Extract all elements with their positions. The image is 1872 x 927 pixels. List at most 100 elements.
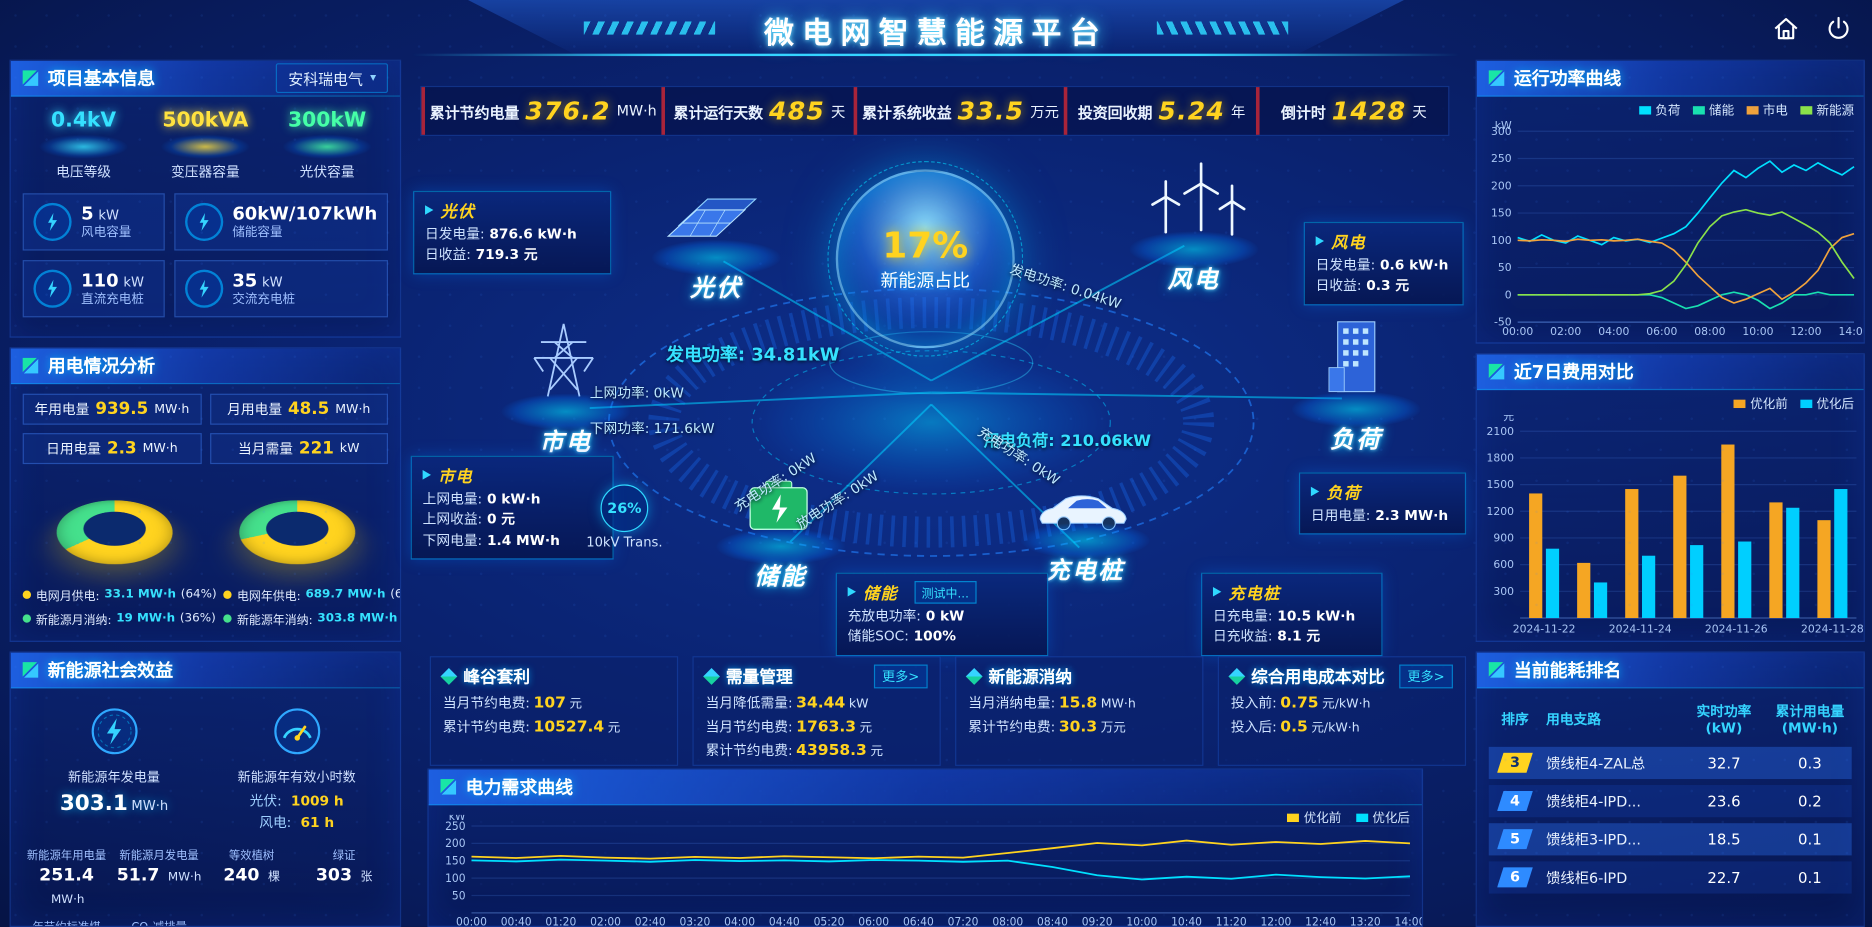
panel-header: 用电情况分析 [10,348,400,385]
table-row[interactable]: 5 馈线柜3-IPD... 18.5 0.1 [1488,822,1852,856]
svg-text:150: 150 [445,854,465,867]
row-key: 投入后: [1230,718,1277,736]
node-charger: 充电桩 [1014,484,1157,585]
row-value: 8.1 元 [1277,627,1321,645]
svg-text:kW: kW [449,815,466,823]
kpi-item: 倒计时 1428 天 [1255,87,1448,135]
kpi-item: 投资回收期 5.24 年 [1063,87,1256,135]
total-energy: 0.1 [1798,868,1822,887]
card-row: 投入后: 0.5 元/kW·h [1231,716,1453,740]
capacity-podiums: 0.4kV 电压等级 500kVA 变压器容量 300kW 光伏容量 [23,106,388,181]
kpi-label: 累计节约电量 [429,103,520,122]
panel-header: 当前能耗排名 [1476,652,1864,689]
row-value: 10527.4 [533,718,605,737]
legend-item[interactable]: 优化前 [1286,809,1341,827]
year-energy-donut-chart [228,500,365,565]
hours-value: 61 h [300,813,335,831]
capacity-card: 110 kW 直流充电桩 [22,260,165,318]
table-row[interactable]: 3 馈线柜4-ZAL总 32.7 0.3 [1488,746,1852,779]
row-key: 下网电量: [422,531,483,549]
svg-text:00:40: 00:40 [501,915,532,927]
svg-text:08:00: 08:00 [992,915,1023,927]
usage-stat-boxes: 年用电量 939.5 MW·h 月用电量 48.5 MW·h 日用电量 2.3 … [22,393,389,465]
legend-value: 19 MW·h [116,612,176,626]
kpi-unit: 天 [1412,103,1427,120]
panel-title: 运行功率曲线 [1513,68,1622,90]
svg-text:10:40: 10:40 [1171,915,1202,927]
legend-item[interactable]: 储能 [1692,101,1734,119]
more-button[interactable]: 更多> [1398,664,1453,689]
stat-unit: MW·h [131,798,169,814]
diamond-icon [440,668,458,685]
row-key: 投入前: [1230,694,1277,712]
row-value: 0.6 kW·h [1379,256,1449,274]
legend-item[interactable]: 市电 [1746,101,1788,119]
legend-item[interactable]: 优化后 [1355,809,1410,827]
card-row: 日用电量: 2.3 MW·h [1311,506,1454,527]
svg-text:250: 250 [445,819,465,832]
svg-text:04:00: 04:00 [724,915,755,927]
legend-item[interactable]: 优化前 [1733,395,1788,413]
lightning-circle-icon [88,705,141,762]
stat-value: 251.4 [39,866,94,886]
rank-badge: 3 [1497,752,1533,773]
svg-text:2024-11-26: 2024-11-26 [1705,622,1768,635]
table-row[interactable]: 6 馈线柜6-IPD 22.7 0.1 [1488,861,1852,894]
building-icon [1318,313,1394,406]
legend-item[interactable]: 优化后 [1799,395,1854,413]
glow-disc-icon [282,134,372,159]
page-title: 微电网智慧能源平台 [764,15,1108,51]
device-icon [33,269,72,308]
more-button[interactable]: 更多> [873,664,928,689]
legend-dot-icon [22,590,32,599]
chevron-down-icon: ▾ [370,71,377,85]
card-title: 峰谷套利 [463,668,531,688]
capacity-label: 交流充电桩 [232,291,296,307]
branch-name: 馈线柜3-IPD... [1546,831,1641,848]
panel-header: 运行功率曲线 [1476,60,1864,97]
capacity-card: 35 kW 交流充电桩 [173,260,389,318]
row-key: 上网电量: [422,490,483,508]
legend-label: 新能源月消纳: [35,614,112,628]
stat-label: 年节约标准煤 [23,917,111,926]
power-icon[interactable] [1822,12,1855,45]
hours-key: 光伏: [249,792,282,809]
row-value: 100% [913,627,957,645]
month-energy-donut-chart [46,500,182,565]
legend-item: 电网月供电: 33.1 MW·h (64%) [22,586,217,604]
kpi-label: 累计运行天数 [673,103,764,122]
svg-text:03:20: 03:20 [680,915,711,927]
table-row[interactable]: 4 馈线柜4-IPD... 23.6 0.2 [1488,784,1852,817]
flow-pv-power: 发电功率: 34.81kW [666,343,840,366]
legend-swatch-icon [1799,106,1812,115]
legend-item[interactable]: 新能源 [1799,101,1854,119]
legend-swatch-icon [1746,106,1758,115]
row-key: 当月降低需量: [705,694,793,712]
header-actions [1769,12,1855,45]
glow-platform-icon [1129,231,1259,268]
legend-swatch-icon [1692,106,1705,115]
capacity-label: 储能容量 [232,225,283,240]
legend-item[interactable]: 负荷 [1638,101,1680,119]
usage-stat-box: 当月需量 221 kW [209,433,389,465]
panel-title: 新能源社会效益 [47,659,174,682]
realtime-power: 32.7 [1707,753,1741,772]
capacity-value: 110 [81,270,119,292]
node-storage: 储能 [709,472,852,591]
svg-text:150: 150 [1491,207,1512,220]
legend-swatch-icon [1355,813,1368,823]
row-value: 2.3 MW·h [1375,507,1449,524]
renewable-share-label: 新能源占比 [880,269,971,292]
home-icon[interactable] [1769,12,1802,45]
company-dropdown[interactable]: 安科瑞电气 ▾ [276,63,389,94]
node-pv: 光伏 [645,184,788,303]
kpi-item: 累计节约电量 376.2 MW·h [421,87,661,135]
row-value: 15.8 [1058,694,1098,713]
legend-item: 新能源年消纳: 303.8 MW·h (31%) [223,610,400,628]
glow-disc-icon [39,134,128,159]
header-stripes-left-icon [583,21,716,35]
panel-title: 用电情况分析 [47,355,156,378]
legend-swatch-icon [1799,399,1812,409]
podium-value: 500kVA [162,108,249,133]
